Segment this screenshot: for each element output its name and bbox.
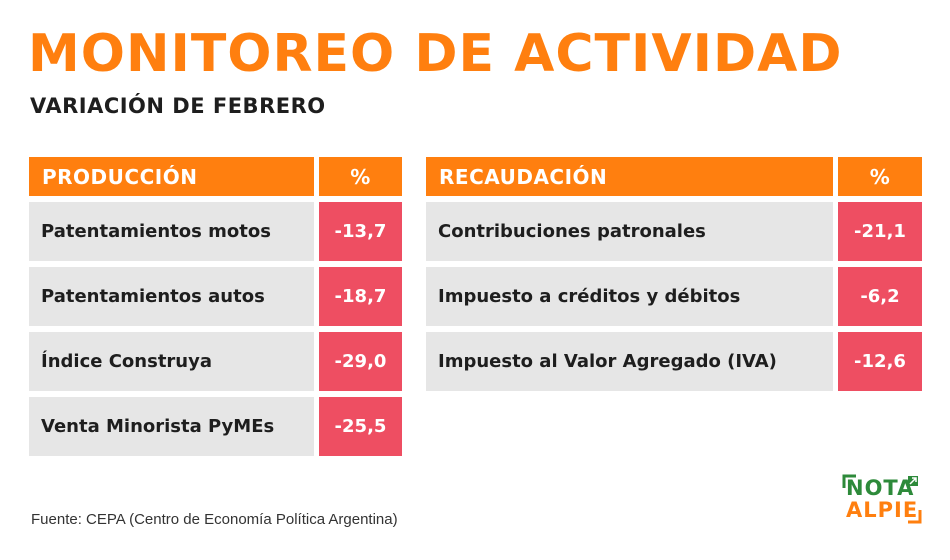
table-row: Impuesto a créditos y débitos -6,2 (426, 267, 922, 326)
row-value: -12,6 (838, 332, 922, 391)
nota-al-pie-logo-icon: NOTA ALPIE (842, 474, 922, 524)
row-label: Venta Minorista PyMEs (29, 397, 314, 456)
row-label: Contribuciones patronales (426, 202, 833, 261)
produccion-table: PRODUCCIÓN % Patentamientos motos -13,7 … (29, 157, 402, 462)
row-value: -25,5 (319, 397, 402, 456)
row-label: Impuesto a créditos y débitos (426, 267, 833, 326)
row-value: -13,7 (319, 202, 402, 261)
logo-line-1: NOTA (846, 476, 915, 500)
row-value: -29,0 (319, 332, 402, 391)
logo-line-2: ALPIE (846, 498, 919, 522)
table-row: Contribuciones patronales -21,1 (426, 202, 922, 261)
table-row: Patentamientos autos -18,7 (29, 267, 402, 326)
recaudacion-header-label: RECAUDACIÓN (426, 157, 833, 196)
table-row: Patentamientos motos -13,7 (29, 202, 402, 261)
row-value: -21,1 (838, 202, 922, 261)
recaudacion-header-row: RECAUDACIÓN % (426, 157, 922, 196)
row-value: -6,2 (838, 267, 922, 326)
recaudacion-table: RECAUDACIÓN % Contribuciones patronales … (426, 157, 922, 397)
row-label: Impuesto al Valor Agregado (IVA) (426, 332, 833, 391)
page-subtitle: VARIACIÓN DE FEBRERO (30, 94, 326, 118)
logo-frame-icon (842, 474, 922, 524)
row-label: Patentamientos autos (29, 267, 314, 326)
table-row: Venta Minorista PyMEs -25,5 (29, 397, 402, 456)
table-row: Índice Construya -29,0 (29, 332, 402, 391)
produccion-header-label: PRODUCCIÓN (29, 157, 314, 196)
row-label: Índice Construya (29, 332, 314, 391)
table-row: Impuesto al Valor Agregado (IVA) -12,6 (426, 332, 922, 391)
recaudacion-header-pct: % (838, 157, 922, 196)
produccion-header-row: PRODUCCIÓN % (29, 157, 402, 196)
row-label: Patentamientos motos (29, 202, 314, 261)
source-note: Fuente: CEPA (Centro de Economía Polític… (31, 511, 398, 528)
produccion-header-pct: % (319, 157, 402, 196)
row-value: -18,7 (319, 267, 402, 326)
page-title: MONITOREO DE ACTIVIDAD (28, 24, 843, 84)
